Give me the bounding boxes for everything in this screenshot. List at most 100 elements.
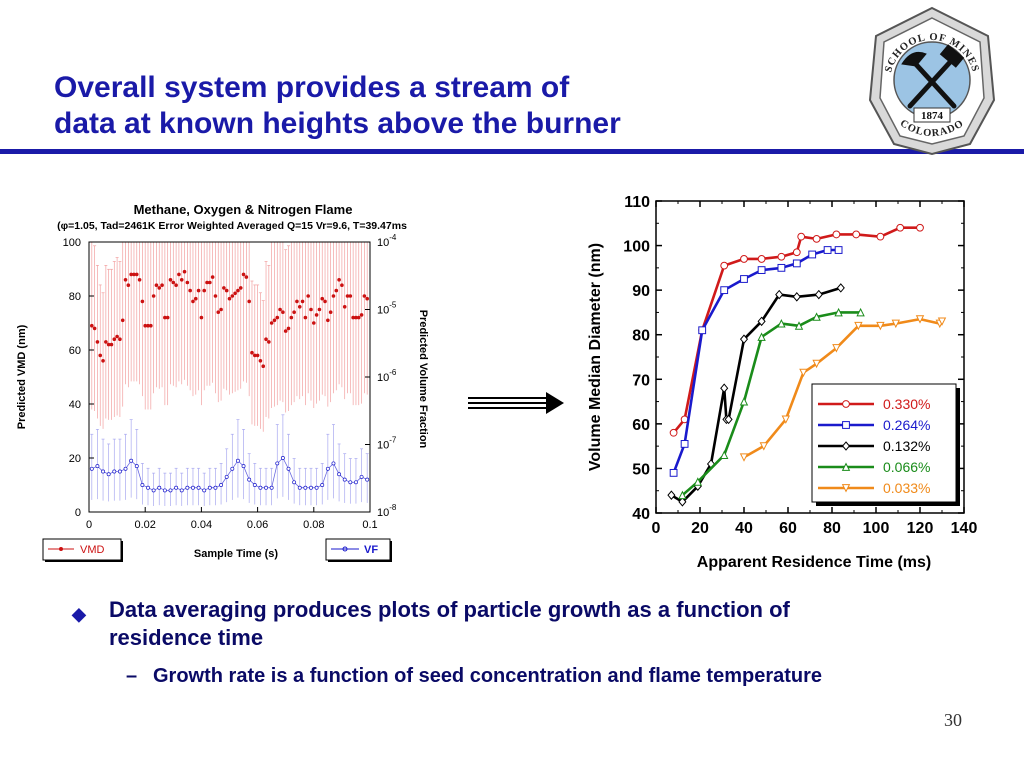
vmd-point xyxy=(345,294,350,298)
series-point-0_066pct xyxy=(777,319,786,328)
right-chart-x-tick-label: 60 xyxy=(779,520,797,537)
left-y2-tick-label: 10-4 xyxy=(377,233,397,249)
vf-point xyxy=(241,464,246,469)
right-chart-series xyxy=(667,223,947,507)
vmd-point xyxy=(267,340,271,344)
vmd-point xyxy=(230,294,235,298)
series-point-0_033pct xyxy=(781,415,791,424)
series-point-0_264pct xyxy=(740,275,748,283)
series-point-0_330pct xyxy=(777,252,786,261)
right-chart-y-tick-label: 50 xyxy=(632,461,650,478)
vmd-point xyxy=(250,350,254,355)
vf-point xyxy=(342,477,347,482)
vmd-point xyxy=(303,315,308,320)
vf-point xyxy=(292,480,297,485)
vmd-point xyxy=(351,315,355,320)
series-point-0_033pct xyxy=(876,321,885,331)
logo-year: 1874 xyxy=(921,110,944,122)
legend-label-0_330pct: 0.330% xyxy=(883,396,930,412)
left-chart-legend-vmd-label: VMD xyxy=(80,544,105,556)
vf-point xyxy=(219,483,224,487)
vmd-point xyxy=(98,353,103,358)
vmd-point xyxy=(362,294,367,298)
right-chart-y-tick-label: 100 xyxy=(623,239,650,256)
vf-point xyxy=(129,458,134,463)
vf-point xyxy=(354,480,358,485)
school-logo: 1874 SCHOOL OF MINES COLORADO xyxy=(866,4,998,156)
vmd-point xyxy=(317,307,322,312)
vmd-point xyxy=(165,315,170,320)
vf-point xyxy=(196,485,201,490)
vmd-point xyxy=(123,278,128,282)
vmd-point xyxy=(92,326,97,331)
vmd-point xyxy=(132,272,136,277)
vf-point xyxy=(297,485,302,490)
series-point-0_330pct xyxy=(896,223,905,232)
vmd-point xyxy=(227,296,232,301)
series-point-0_033pct xyxy=(832,344,841,353)
vmd-point xyxy=(295,299,299,304)
vf-point xyxy=(162,488,167,493)
vf-point xyxy=(179,488,184,493)
series-point-0_132pct xyxy=(720,383,729,393)
series-point-0_132pct xyxy=(739,334,749,344)
left-chart-error-bars xyxy=(90,241,369,506)
vmd-point xyxy=(143,323,147,328)
vmd-point xyxy=(289,315,294,320)
right-chart-ticks: 40 50 60 70 80 90 100 110 0 20 40 60 80 100 120 140 xyxy=(623,194,977,537)
vf-point xyxy=(325,466,330,471)
series-point-0_066pct xyxy=(794,321,804,330)
vmd-point xyxy=(354,315,358,320)
series-point-0_132pct xyxy=(775,289,784,300)
right-chart-x-tick-label: 80 xyxy=(823,520,841,537)
right-chart-y-tick-label: 60 xyxy=(632,417,650,434)
left-chart: Methane, Oxygen & Nitrogen Flame (φ=1.05… xyxy=(10,196,440,576)
vf-point xyxy=(230,466,235,471)
right-chart-y-tick-label: 40 xyxy=(632,506,650,523)
left-y2-tick-exponent: -8 xyxy=(389,503,397,512)
vmd-point xyxy=(205,280,209,285)
vf-point xyxy=(168,488,173,493)
series-point-0_330pct xyxy=(792,248,801,257)
vmd-point xyxy=(177,272,181,277)
vmd-point xyxy=(174,283,178,287)
vmd-point xyxy=(286,326,291,331)
vmd-point xyxy=(356,315,361,320)
vmd-point xyxy=(137,278,142,282)
vmd-point xyxy=(236,288,240,293)
vmd-point xyxy=(222,286,226,290)
right-chart-x-tick-label: 40 xyxy=(735,520,753,537)
vmd-point xyxy=(171,280,176,285)
left-y-tick-label: 60 xyxy=(69,345,81,357)
series-point-0_330pct xyxy=(832,230,841,239)
vmd-point xyxy=(182,269,187,274)
left-chart-marks xyxy=(89,269,370,493)
series-point-0_132pct xyxy=(757,316,766,327)
series-point-0_132pct xyxy=(836,283,845,293)
diamond-bullet-icon: ◆ xyxy=(72,604,86,624)
legend-label-0_132pct: 0.132% xyxy=(883,438,930,454)
vf-point xyxy=(157,485,162,490)
vmd-point xyxy=(340,283,344,287)
vmd-point xyxy=(283,329,288,333)
vmd-point xyxy=(331,294,336,298)
vmd-point xyxy=(337,278,341,282)
vmd-point xyxy=(208,280,212,285)
vf-point xyxy=(191,485,195,490)
series-point-0_330pct xyxy=(669,428,678,437)
vmd-point xyxy=(213,294,218,298)
series-point-0_033pct xyxy=(799,368,808,378)
bullet-point-2: – Growth rate is a function of seed conc… xyxy=(126,663,886,689)
left-chart-legend-vf: VF xyxy=(325,538,392,562)
vmd-point xyxy=(309,307,313,312)
vmd-point xyxy=(216,310,221,314)
series-point-0_330pct xyxy=(740,255,748,263)
slide-title-line-1: Overall system provides a stream of xyxy=(54,71,570,104)
vf-point xyxy=(95,464,100,469)
vmd-point xyxy=(224,288,229,293)
vmd-point xyxy=(115,334,119,339)
left-y-tick-label: 20 xyxy=(69,453,81,465)
vmd-point xyxy=(199,315,204,320)
vmd-point xyxy=(272,318,277,323)
legend-marker-0_033pct xyxy=(841,484,851,493)
